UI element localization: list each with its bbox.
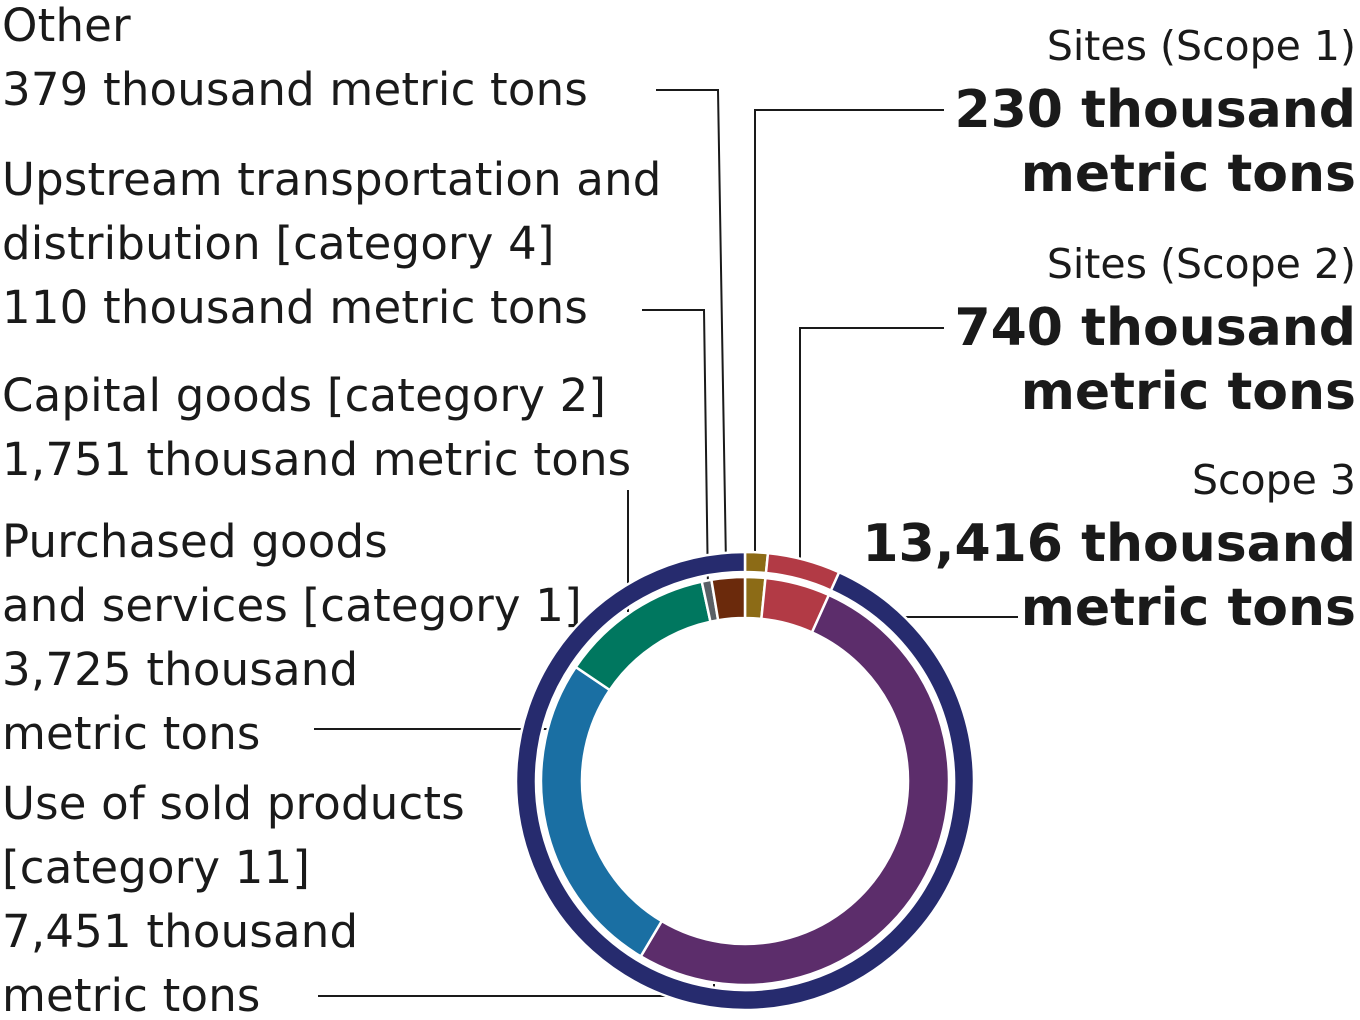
label-scope1-value: 230 thousand xyxy=(954,80,1356,140)
label-scope3: Scope 3 13,416 thousand metric tons xyxy=(862,448,1356,640)
inner-slice-other xyxy=(709,575,747,622)
label-other: Other 379 thousand metric tons xyxy=(2,0,588,122)
label-scope1-unit: metric tons xyxy=(1020,144,1356,204)
label-upstream-transportation: Upstream transportation and distribution… xyxy=(2,148,662,340)
label-scope3-value: 13,416 thousand xyxy=(862,514,1356,574)
leader-line-scope1 xyxy=(754,109,944,560)
label-scope3-unit: metric tons xyxy=(1020,578,1356,638)
label-use-of-sold-products: Use of sold products [category 11] 7,451… xyxy=(2,772,465,1020)
label-capital-goods: Capital goods [category 2] 1,751 thousan… xyxy=(2,364,631,492)
label-scope2: Sites (Scope 2) 740 thousand metric tons xyxy=(954,232,1356,424)
label-purchased-goods: Purchased goods and services [category 1… xyxy=(2,510,582,766)
label-line: Upstream transportation and xyxy=(2,153,662,206)
label-line: Other xyxy=(2,0,131,52)
leader-line-other xyxy=(656,89,727,566)
inner-ring xyxy=(539,575,951,987)
label-line: and services [category 1] xyxy=(2,579,582,632)
label-scope2-value: 740 thousand xyxy=(954,298,1356,358)
label-scope2-name: Sites (Scope 2) xyxy=(1046,240,1356,288)
label-line: Use of sold products xyxy=(2,777,465,830)
label-line: 110 thousand metric tons xyxy=(2,281,588,334)
label-line: Purchased goods xyxy=(2,515,388,568)
label-line: 379 thousand metric tons xyxy=(2,63,588,116)
leader-line-upstream xyxy=(642,309,709,591)
outer-ring xyxy=(514,550,976,1012)
label-line: distribution [category 4] xyxy=(2,217,555,270)
label-scope3-name: Scope 3 xyxy=(1191,456,1356,504)
label-scope1-name: Sites (Scope 1) xyxy=(1046,22,1356,70)
label-scope2-unit: metric tons xyxy=(1020,362,1356,422)
leader-line-scope2 xyxy=(799,327,944,562)
label-scope1: Sites (Scope 1) 230 thousand metric tons xyxy=(954,14,1356,206)
label-line: metric tons xyxy=(2,969,261,1020)
inner-slice-use-sold xyxy=(639,593,951,987)
label-line: 7,451 thousand xyxy=(2,905,359,958)
label-line: 1,751 thousand metric tons xyxy=(2,433,632,486)
label-line: Capital goods [category 2] xyxy=(2,369,607,422)
outer-slice-scope1 xyxy=(743,550,770,575)
label-line: 3,725 thousand xyxy=(2,643,359,696)
label-line: metric tons xyxy=(2,707,261,760)
outer-slice-scope3 xyxy=(514,550,976,1012)
label-line: [category 11] xyxy=(2,841,311,894)
